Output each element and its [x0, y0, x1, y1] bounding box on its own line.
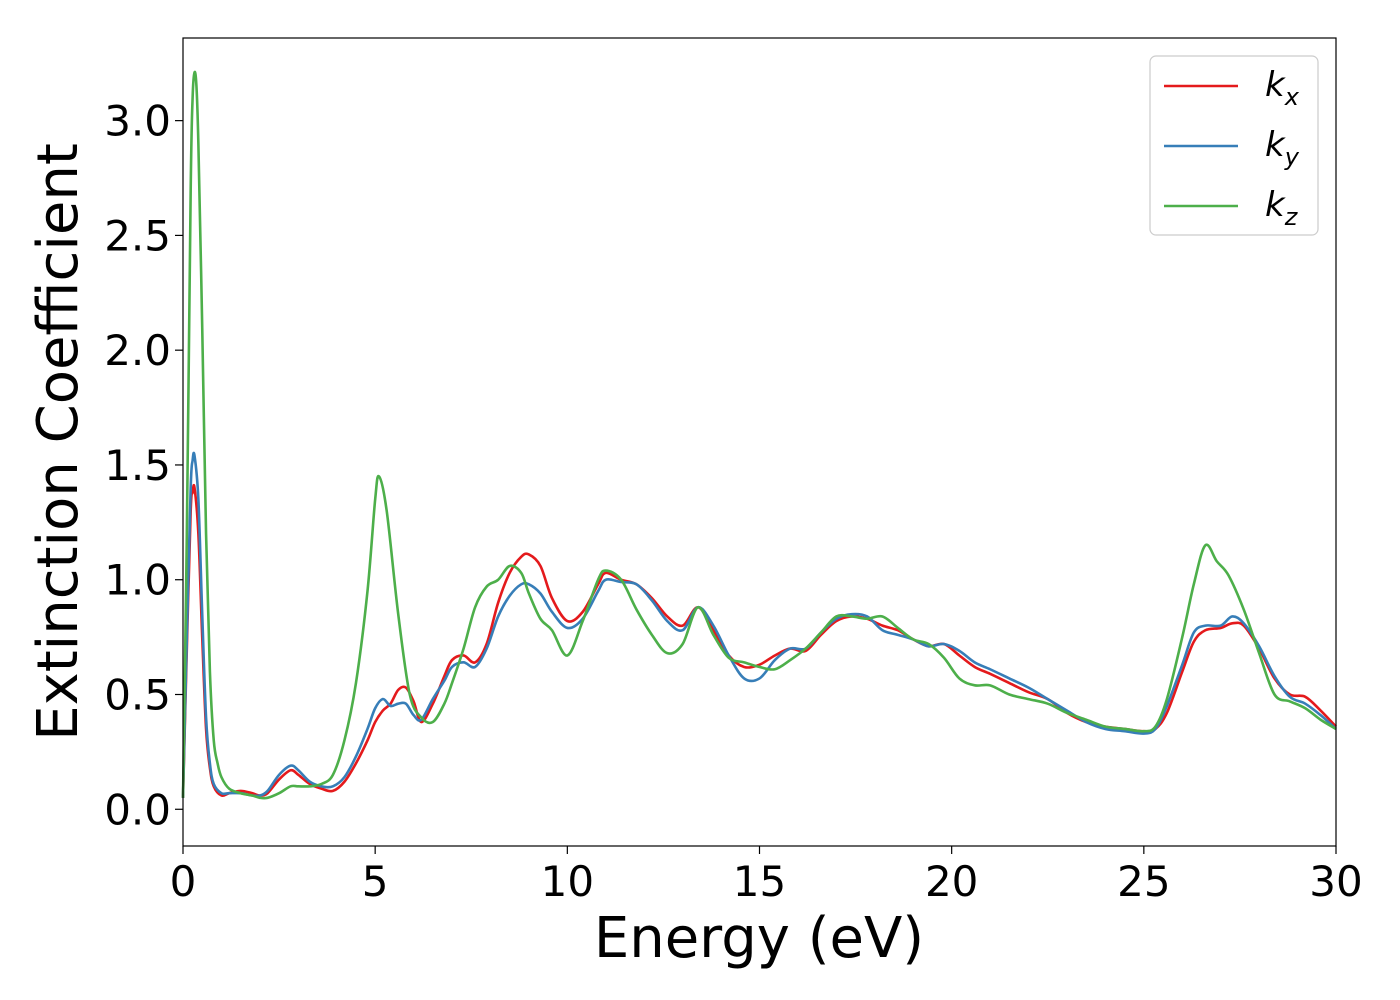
x-tick-label: 20 [925, 857, 978, 906]
x-axis-title: Energy (eV) [594, 906, 924, 971]
x-tick-label: 25 [1117, 857, 1170, 906]
y-axis-title: Extinction Coefficient [26, 143, 91, 741]
y-tick-label: 0.0 [104, 785, 171, 834]
series-line-z [181, 70, 1337, 800]
x-tick-label: 10 [541, 857, 594, 906]
axis-ticks: 0 5 10 15 20 25 30 0.0 0.5 1.0 1.5 2.0 2.5 3.0 [104, 97, 1363, 906]
series-layer [181, 70, 1337, 800]
y-tick-label: 3.0 [104, 97, 171, 146]
y-tick-label: 1.5 [104, 441, 171, 490]
series-line-y [181, 451, 1337, 798]
y-tick-label: 2.5 [104, 211, 171, 260]
x-tick-label: 30 [1309, 857, 1362, 906]
y-tick-label: 2.0 [104, 326, 171, 375]
x-tick-label: 5 [362, 857, 389, 906]
y-tick-label: 1.0 [104, 556, 171, 605]
series-line-x [181, 483, 1337, 798]
x-tick-label: 0 [170, 857, 197, 906]
y-tick-label: 0.5 [104, 671, 171, 720]
x-tick-label: 15 [733, 857, 786, 906]
